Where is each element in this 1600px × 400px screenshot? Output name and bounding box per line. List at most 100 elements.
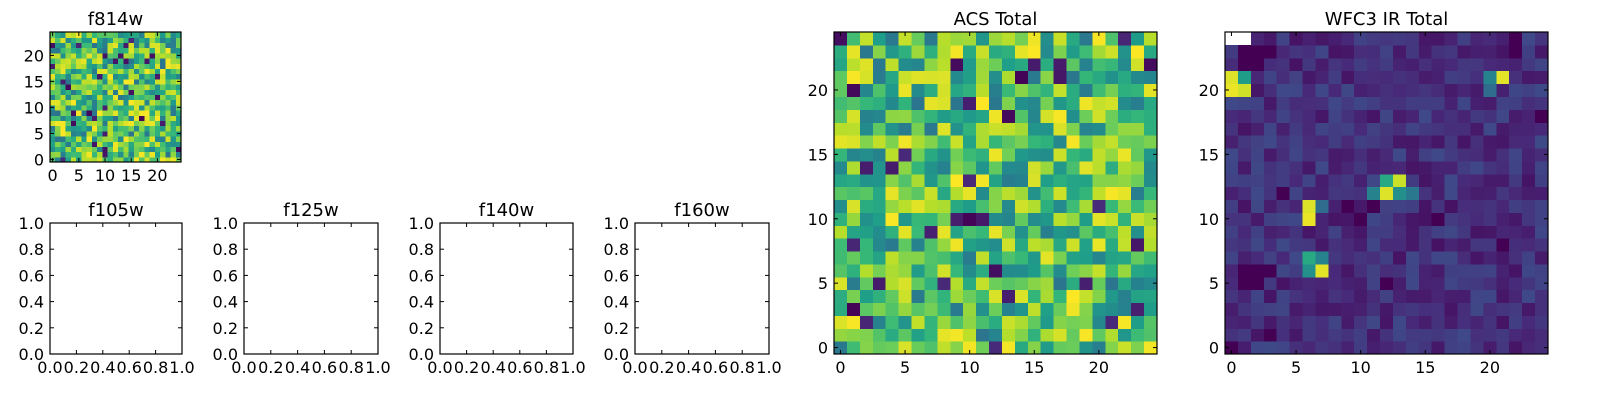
heatmap-cell xyxy=(133,89,140,95)
heatmap-cell xyxy=(91,73,98,80)
heatmap-cell xyxy=(144,146,151,153)
heatmap-cell xyxy=(1431,96,1446,110)
heatmap-cell xyxy=(989,57,1003,72)
heatmap-cell xyxy=(1444,70,1459,85)
heatmap-cell xyxy=(989,32,1003,46)
heatmap-cell xyxy=(846,289,861,304)
heatmap-cell xyxy=(924,289,938,304)
heatmap-cell xyxy=(60,37,67,43)
heatmap-cell xyxy=(1444,186,1459,201)
heatmap-cell xyxy=(1392,147,1407,162)
heatmap-cell xyxy=(149,52,156,59)
y-tick-label: 20 xyxy=(1199,81,1219,100)
heatmap-cell xyxy=(65,115,72,121)
heatmap-cell xyxy=(107,130,114,137)
heatmap-cell xyxy=(86,84,93,90)
heatmap-cell xyxy=(1509,57,1523,72)
heatmap-cell xyxy=(81,52,88,59)
heatmap-cell xyxy=(1328,186,1342,201)
heatmap-cell xyxy=(86,89,93,95)
heatmap-cell xyxy=(139,73,145,80)
heatmap-cell xyxy=(102,94,109,101)
heatmap-cell xyxy=(170,151,177,158)
heatmap-cell xyxy=(1118,289,1132,304)
heatmap-cell xyxy=(107,37,114,43)
heatmap-cell xyxy=(139,141,145,147)
heatmap-cell xyxy=(1118,238,1132,252)
heatmap-cell xyxy=(1483,109,1497,123)
heatmap-cell xyxy=(102,63,109,69)
axes-frame-f140w xyxy=(439,222,574,355)
heatmap-cell xyxy=(1118,173,1132,188)
heatmap-cell xyxy=(112,58,119,64)
heatmap-cell xyxy=(1354,70,1368,85)
heatmap-cell xyxy=(1392,32,1407,46)
heatmap-cell xyxy=(97,37,103,43)
heatmap-cell xyxy=(139,89,145,95)
heatmap-cell xyxy=(149,84,156,90)
chart-title-wfc3_ir_total: WFC3 IR Total xyxy=(1325,9,1448,30)
heatmap-cell xyxy=(963,199,977,213)
heatmap-cell xyxy=(1225,57,1239,72)
heatmap-cell xyxy=(144,68,151,75)
heatmap-cell xyxy=(1079,263,1093,278)
heatmap-cell xyxy=(989,96,1003,110)
heatmap-cell xyxy=(1014,212,1029,226)
heatmap-cell xyxy=(1289,225,1304,239)
heatmap-cell xyxy=(112,89,119,95)
heatmap-cell xyxy=(963,289,977,304)
heatmap-cell xyxy=(50,110,56,116)
heatmap-cell xyxy=(1392,225,1407,239)
heatmap-cell xyxy=(165,37,172,43)
heatmap-cell xyxy=(950,109,964,123)
heatmap-cell xyxy=(1431,225,1446,239)
heatmap-cell xyxy=(1289,122,1304,136)
heatmap-cell xyxy=(885,341,900,355)
heatmap-cell xyxy=(1302,289,1317,304)
y-tick-label: 0.0 xyxy=(604,345,629,364)
heatmap-cell xyxy=(898,32,913,46)
heatmap-cell xyxy=(102,104,109,111)
heatmap-cell xyxy=(123,115,130,121)
heatmap-cell xyxy=(1118,250,1132,265)
heatmap-cell xyxy=(50,58,56,64)
heatmap-cell xyxy=(937,341,951,355)
heatmap-cell xyxy=(1225,199,1239,213)
heatmap-cell xyxy=(1118,263,1132,278)
heatmap-cell xyxy=(1289,160,1304,175)
heatmap-cell xyxy=(1027,122,1042,136)
heatmap-cell xyxy=(1014,96,1029,110)
heatmap-cell xyxy=(149,141,156,147)
heatmap-cell xyxy=(1144,276,1158,291)
heatmap-cell xyxy=(1380,57,1394,72)
heatmap-cell xyxy=(1118,276,1132,291)
heatmap-cell xyxy=(859,328,874,342)
heatmap-cell xyxy=(91,63,98,69)
heatmap-cell xyxy=(1066,263,1081,278)
heatmap-cell xyxy=(1457,238,1472,252)
heatmap-cell xyxy=(1092,238,1106,252)
heatmap-cell xyxy=(885,96,900,110)
heatmap-cell xyxy=(170,125,177,132)
heatmap-cell xyxy=(1522,315,1536,329)
heatmap-cell xyxy=(989,263,1003,278)
heatmap-cell xyxy=(1276,147,1291,162)
heatmap-cell xyxy=(989,225,1003,239)
heatmap-cell xyxy=(1053,96,1068,110)
heatmap-cell xyxy=(1250,212,1265,226)
heatmap-cell xyxy=(1092,122,1106,136)
heatmap-cell xyxy=(55,146,62,153)
heatmap-cell xyxy=(123,63,130,69)
heatmap-cell xyxy=(872,83,887,97)
heatmap-cell xyxy=(963,315,977,329)
heatmap-cell xyxy=(1315,96,1329,110)
heatmap-cell xyxy=(91,47,98,54)
heatmap-cell xyxy=(55,110,62,116)
heatmap-cell xyxy=(170,78,177,85)
heatmap-cell xyxy=(859,186,874,201)
x-tick-label: 0.4 xyxy=(676,358,701,377)
heatmap-cell xyxy=(65,58,72,64)
heatmap-cell xyxy=(950,186,964,201)
heatmap-cell xyxy=(70,125,77,132)
heatmap-cell xyxy=(1144,225,1158,239)
